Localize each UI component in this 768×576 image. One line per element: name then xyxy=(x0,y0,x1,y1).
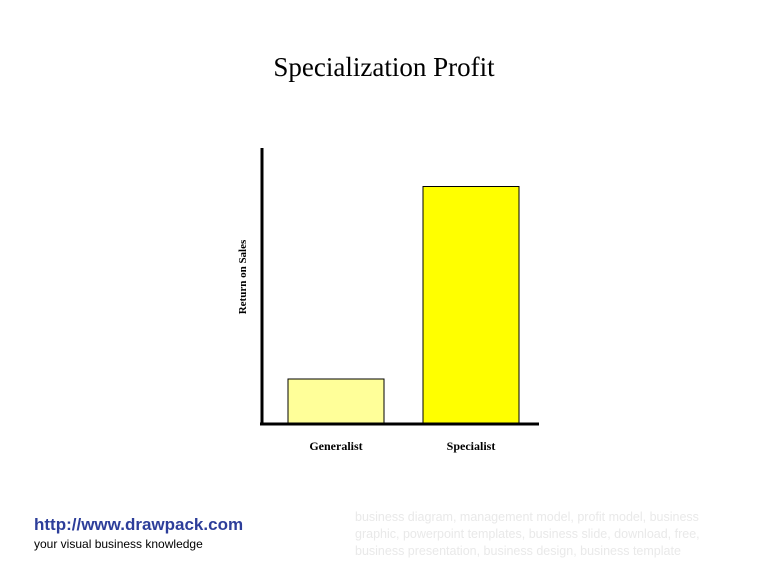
x-tick-label-generalist: Generalist xyxy=(309,439,362,453)
y-axis-label: Return on Sales xyxy=(237,239,249,314)
footer-keywords: business diagram, management model, prof… xyxy=(355,510,700,558)
bar-specialist xyxy=(422,186,520,424)
bar-generalist xyxy=(287,378,385,424)
chart-title: Specialization Profit xyxy=(273,52,495,82)
footer-tagline: your visual business knowledge xyxy=(34,537,203,551)
x-tick-label-specialist: Specialist xyxy=(447,439,496,453)
footer-url-link[interactable]: http://www.drawpack.com xyxy=(34,515,244,534)
